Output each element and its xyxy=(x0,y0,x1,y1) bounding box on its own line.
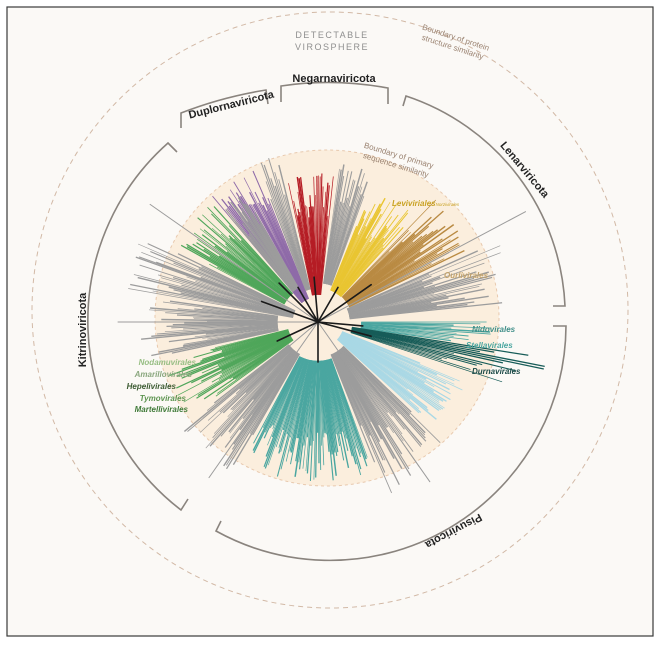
phylum-negarnaviricota: Negarnaviricota xyxy=(292,73,376,85)
leviviriales-suffix: Norzivirales xyxy=(436,202,460,207)
order-durnavirales: Durnavirales xyxy=(472,367,521,376)
detectable-label: DETECTABLE xyxy=(295,30,368,40)
leviviriales-name: Leviviriales xyxy=(392,199,436,208)
order-martellivirales: Martellivirales xyxy=(135,405,189,414)
order-nidovirales: Nidovirales xyxy=(472,325,516,334)
phylum-kitrinoviricota: Kitrinoviricota xyxy=(77,292,89,367)
order-stellavirales: Stellavirales xyxy=(466,341,513,350)
order-hepelivirales: Hepelivirales xyxy=(127,382,177,391)
virosphere-label: VIROSPHERE xyxy=(295,42,369,52)
order-nodamuvirales: Nodamuvirales xyxy=(139,358,197,367)
order-amarillovirales: Amarillovirales xyxy=(134,370,193,379)
order-ourlivirales: Ourlivirales xyxy=(444,271,489,280)
order-tymovirales: Tymovirales xyxy=(140,394,187,403)
